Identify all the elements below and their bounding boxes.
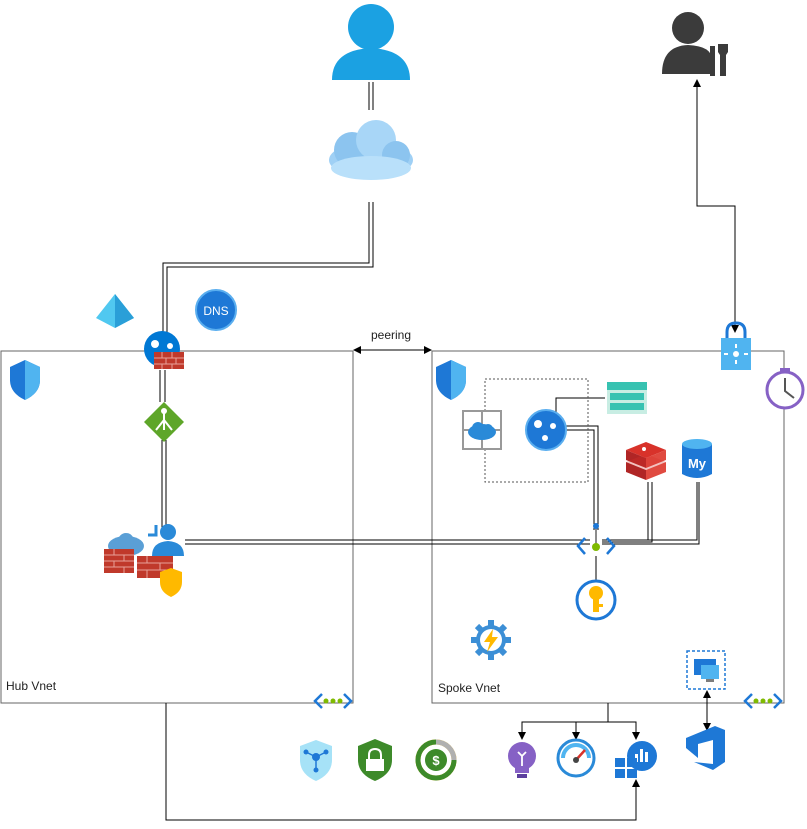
- dns-badge-text: DNS: [203, 304, 228, 318]
- log-analytics-icon[interactable]: [615, 741, 657, 778]
- admin-user-icon[interactable]: [662, 12, 728, 76]
- hub-vnet-label: Hub Vnet: [6, 679, 57, 693]
- storage-icon[interactable]: [607, 382, 647, 414]
- dns-zone-icon[interactable]: DNS: [195, 289, 237, 331]
- spoke-vnet-icon[interactable]: [743, 693, 783, 709]
- entra-id-icon[interactable]: [96, 294, 134, 328]
- cost-management-icon[interactable]: $: [415, 739, 457, 781]
- peering-label: peering: [371, 328, 411, 342]
- security-center-icon[interactable]: [300, 740, 332, 781]
- hub-vnet-icon[interactable]: [313, 693, 353, 709]
- devops-icon[interactable]: [686, 726, 725, 770]
- function-app-icon[interactable]: [471, 620, 511, 660]
- spoke-vnet-label: Spoke Vnet: [438, 681, 501, 695]
- monitor-gauge-icon[interactable]: [556, 738, 596, 778]
- hub-shield-icon[interactable]: [10, 360, 40, 400]
- arrowheads: [353, 79, 739, 787]
- connectors: [159, 82, 736, 821]
- app-gateway-waf-icon[interactable]: [144, 331, 184, 369]
- web-app-icon[interactable]: [525, 409, 567, 451]
- app-service-plan-icon[interactable]: [462, 410, 502, 450]
- load-balancer-icon[interactable]: [144, 402, 184, 442]
- private-endpoint-icon[interactable]: [576, 523, 616, 555]
- automation-clock-icon[interactable]: [765, 368, 805, 410]
- hub-vnet-box[interactable]: [0, 350, 354, 704]
- app-insights-icon[interactable]: [508, 742, 536, 778]
- defender-lock-icon[interactable]: [358, 739, 392, 781]
- vm-icon[interactable]: [686, 650, 726, 690]
- spoke-shield-icon[interactable]: [436, 360, 466, 400]
- internet-cloud-icon[interactable]: [329, 120, 413, 180]
- user-icon[interactable]: [332, 4, 410, 80]
- firewall-bastion-icon[interactable]: [104, 524, 184, 597]
- mysql-badge-text: My: [688, 456, 707, 471]
- key-vault-icon[interactable]: [575, 579, 617, 621]
- vpn-lock-icon[interactable]: [721, 321, 751, 370]
- mysql-icon[interactable]: My: [682, 439, 712, 478]
- cost-symbol: $: [432, 753, 440, 768]
- redis-cache-icon[interactable]: [626, 442, 666, 480]
